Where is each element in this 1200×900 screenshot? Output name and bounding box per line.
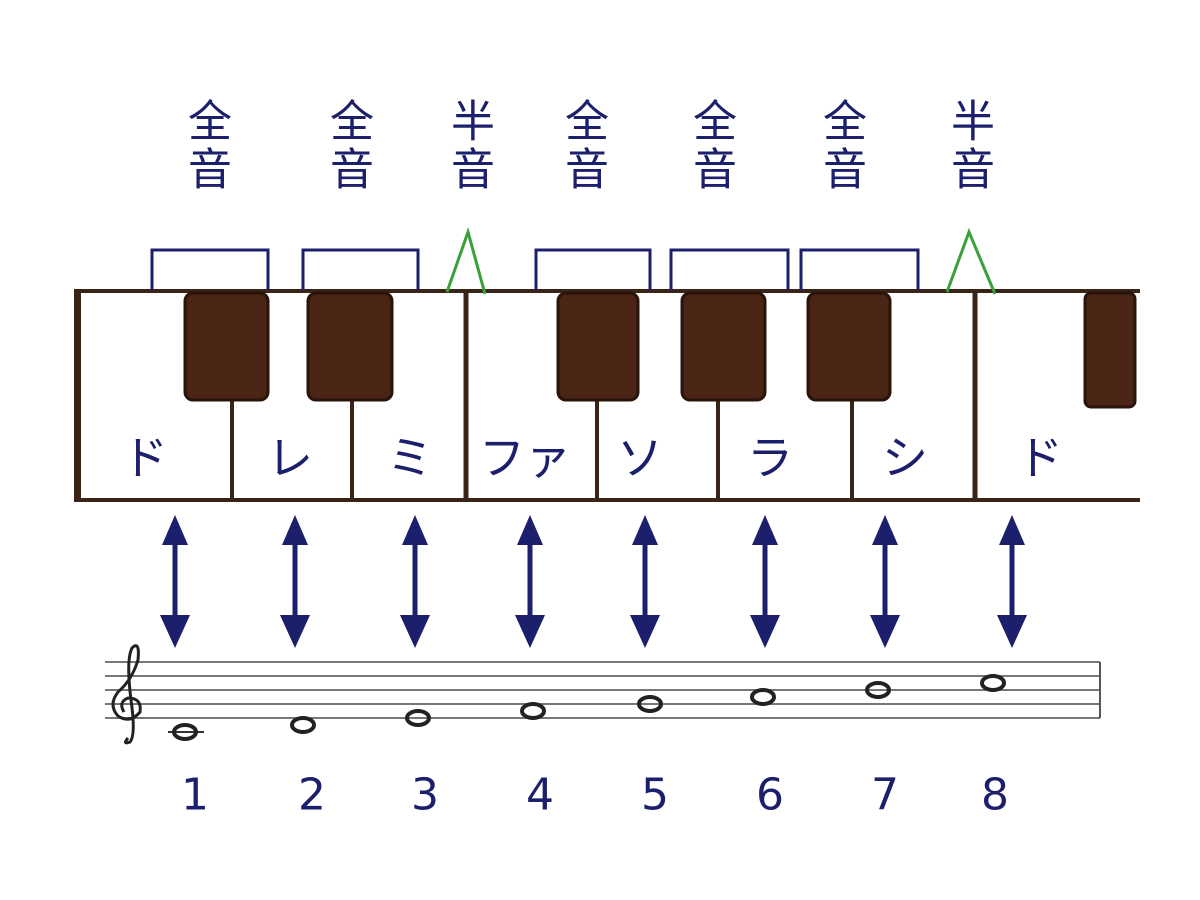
- double-arrow: [997, 515, 1027, 648]
- scale-degree: 6: [756, 769, 784, 821]
- notes: [172, 674, 1006, 741]
- double-arrow: [400, 515, 430, 648]
- arrow-head: [282, 515, 308, 545]
- interval-label: 全音: [815, 98, 866, 194]
- whole-note: [865, 681, 891, 699]
- key-label: ド: [122, 431, 168, 485]
- whole-note: [520, 702, 546, 720]
- double-arrow: [515, 515, 545, 648]
- arrow-head: [162, 515, 188, 545]
- treble-clef: [111, 644, 142, 745]
- whole-note: [405, 709, 431, 727]
- scale-degree: 2: [298, 769, 326, 821]
- scale-degree: 8: [981, 769, 1009, 821]
- arrow-head: [870, 615, 900, 648]
- double-arrow: [630, 515, 660, 648]
- scale-degree: 3: [411, 769, 439, 821]
- arrow-head: [752, 515, 778, 545]
- arrow-head: [515, 615, 545, 648]
- interval-label: 全音: [180, 98, 231, 194]
- scale-degree: 4: [526, 769, 554, 821]
- interval-brackets: [150, 226, 997, 295]
- arrow-head: [632, 515, 658, 545]
- whole-note: [980, 674, 1006, 692]
- whole-note: [172, 723, 198, 741]
- interval-label: 半音: [943, 98, 994, 194]
- arrow-head: [400, 615, 430, 648]
- double-arrow: [870, 515, 900, 648]
- key-label: ミ: [387, 431, 433, 485]
- key-label: シ: [882, 431, 928, 485]
- double-arrow: [160, 515, 190, 648]
- black-keys: [183, 291, 1137, 409]
- key-label: レ: [267, 431, 313, 485]
- edge-mask: [1140, 280, 1200, 520]
- key-label: ラ: [747, 431, 793, 485]
- arrow-head: [997, 615, 1027, 648]
- arrow-head: [402, 515, 428, 545]
- double-arrow: [280, 515, 310, 648]
- arrow-head: [872, 515, 898, 545]
- arrow-head: [999, 515, 1025, 545]
- arrow-head: [517, 515, 543, 545]
- key-label: ド: [1017, 431, 1063, 485]
- scale-degree: 1: [181, 769, 209, 821]
- arrow-head: [750, 615, 780, 648]
- arrow-head: [160, 615, 190, 648]
- scale-degree: 7: [871, 769, 899, 821]
- arrows: [160, 515, 1027, 648]
- whole-note: [637, 695, 663, 713]
- key-label: ソ: [617, 431, 663, 485]
- scale-degree: 5: [641, 769, 669, 821]
- interval-label: 全音: [685, 98, 736, 194]
- arrow-head: [280, 615, 310, 648]
- staff: [105, 661, 1101, 733]
- arrow-head: [630, 615, 660, 648]
- double-arrow: [750, 515, 780, 648]
- interval-label: 全音: [322, 98, 373, 194]
- interval-label: 全音: [557, 98, 608, 194]
- whole-note: [290, 716, 316, 734]
- interval-label: 半音: [443, 98, 494, 194]
- whole-note: [750, 688, 776, 706]
- key-label: ファ: [479, 431, 571, 485]
